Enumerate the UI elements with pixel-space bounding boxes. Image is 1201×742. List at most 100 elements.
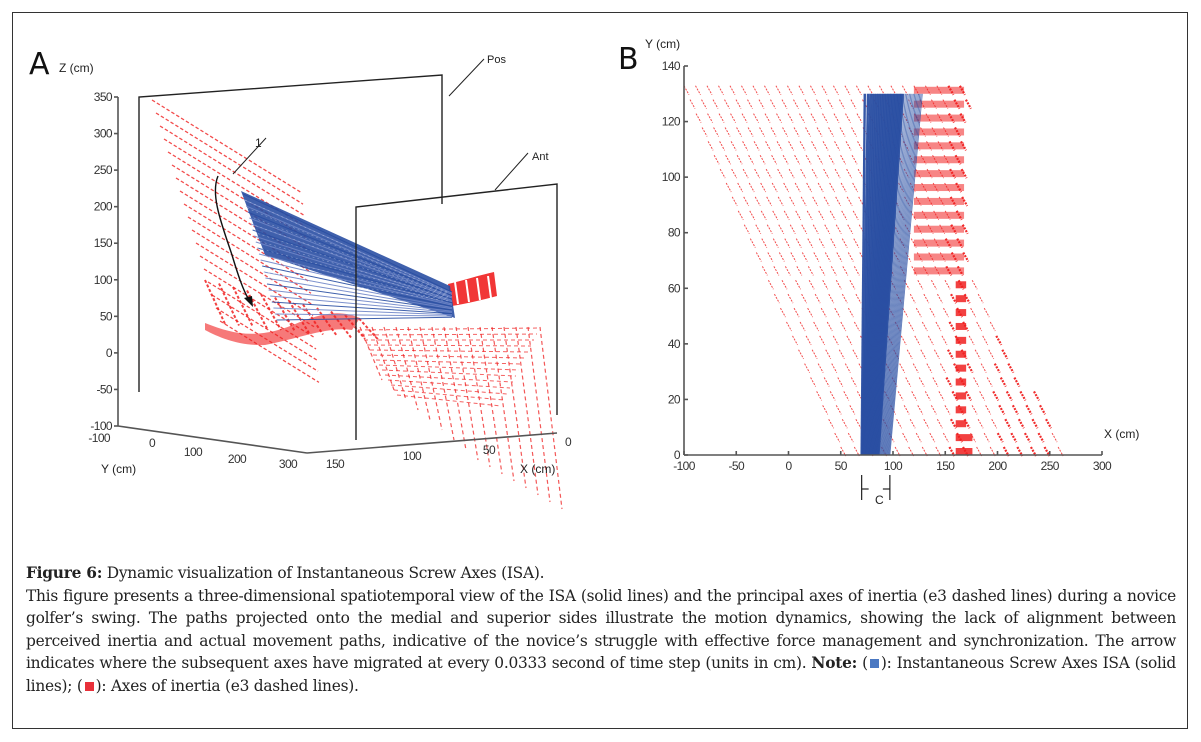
inertia-axis-dash: [841, 418, 848, 429]
legend-isa-text: ): Instantaneous Screw Axes ISA (solid l…: [26, 654, 1176, 695]
inertia-axis-dash: [811, 168, 818, 179]
inertia-axis-dash: [818, 210, 825, 221]
inertia-axis-dash: [749, 210, 756, 221]
inertia-axis-cluster: [913, 156, 965, 164]
inertia-axis-dash: [905, 377, 912, 387]
inertia-axis-dash: [828, 127, 834, 137]
inertia-axis-dash: [794, 155, 801, 165]
isa-line: [268, 289, 453, 312]
inertia-axis-dash: [736, 155, 743, 165]
panel-a-letter: A: [29, 47, 50, 82]
inertia-axis-cluster: [955, 448, 973, 455]
isa-highlight: [262, 271, 449, 302]
x-tick-label: 300: [1093, 459, 1112, 473]
inertia-axis-dash: [737, 182, 744, 193]
inertia-axis-cluster: [955, 378, 967, 386]
isa-line: [246, 205, 453, 295]
inertia-axis-dash: [783, 182, 790, 193]
inertia-axis-dash: [787, 113, 794, 123]
inertia-axis-dash: [822, 141, 829, 151]
inertia-axis-dash: [729, 85, 736, 96]
inertia-axis-dash: [950, 293, 957, 304]
inertia-axis-dash: [794, 182, 801, 193]
y-tick-label: 40: [668, 337, 681, 351]
panel-a-x-axis-label: X (cm): [520, 462, 555, 476]
inertia-axis-dash: [840, 182, 847, 193]
inertia-axis-dash: [933, 349, 940, 359]
inertia-axis-dash: [826, 321, 833, 332]
inertia-axis-cluster: [955, 322, 967, 330]
inertia-axis-dash: [847, 224, 854, 234]
y-tick-label: 20: [668, 392, 681, 406]
inertia-axis-dash: [853, 321, 860, 332]
inertia-axis-dash: [786, 321, 792, 332]
inertia-axis-dash: [731, 168, 738, 179]
inertia-axis-dash: [793, 307, 800, 318]
caption-title-text: Dynamic visualization of Instantaneous S…: [102, 564, 545, 582]
inertia-axis-dash: [910, 238, 917, 248]
inertia-axis-dash: [845, 141, 852, 151]
inertia-axis-dash: [798, 349, 804, 359]
caption-note-label: Note:: [811, 654, 858, 672]
isa-line: [274, 313, 453, 317]
inertia-axis-dash: [853, 238, 860, 248]
inertia-axis-dash: [1051, 432, 1058, 443]
inertia-cluster-right: [448, 272, 497, 306]
inertia-axis-dash: [741, 85, 747, 96]
inertia-axis-line: [155, 112, 304, 205]
inertia-axis-dash: [1057, 446, 1064, 457]
inertia-axis-dash: [847, 252, 854, 262]
inertia-axis-dash: [937, 293, 943, 304]
inertia-axis-dash: [829, 182, 836, 193]
inertia-axis-dash: [773, 293, 780, 304]
inertia-legend-swatch: [84, 681, 94, 691]
inertia-axis-dash: [754, 196, 761, 207]
inertia-axis-dash: [852, 182, 859, 193]
inertia-axis-dash: [755, 224, 762, 234]
inertia-axis-dash: [832, 335, 839, 346]
inertia-axis-dash: [899, 363, 906, 373]
inertia-axis-dash: [819, 266, 826, 276]
inertia-axis-dash: [852, 210, 859, 221]
inertia-axis-dash: [730, 141, 737, 151]
inertia-axis-dash: [787, 85, 793, 96]
inertia-axis-cluster: [913, 128, 965, 136]
inertia-axis-line: [396, 394, 502, 407]
inertia-axis-dash: [707, 141, 714, 151]
inertia-axis-dash: [980, 363, 987, 373]
inertia-axis-dash: [935, 446, 942, 457]
y-tick-label: 140: [662, 59, 681, 73]
panel-a-planes: [138, 58, 558, 440]
inertia-axis-dash: [858, 196, 865, 207]
isa-line: [265, 277, 453, 310]
inertia-axis-dash: [867, 85, 874, 96]
panel-a: A Z (cm) 350300250200150100500-50-100-10…: [29, 47, 573, 510]
inertia-axis-line: [191, 229, 313, 305]
inertia-axis-dash: [917, 280, 924, 290]
isa-line: [889, 93, 923, 456]
inertia-axis-dash: [818, 238, 825, 248]
isa-line: [888, 93, 922, 456]
inertia-axis-dash: [812, 196, 819, 207]
inertia-axis-dash: [741, 113, 748, 123]
inertia-axis-dash: [828, 418, 835, 429]
inertia-axis-dash: [701, 127, 708, 137]
inertia-axis-dash: [1013, 377, 1021, 388]
inertia-axis-dash: [1025, 404, 1033, 415]
inertia-axis-dash: [787, 293, 794, 304]
panel-a-y-axis-label: Y (cm): [101, 462, 136, 476]
inertia-axis-dash: [846, 196, 853, 207]
inertia-axis-dash: [915, 432, 922, 443]
x-axis-line: [306, 432, 558, 454]
inertia-axis-dash: [830, 238, 837, 248]
inertia-axis-dash: [968, 335, 975, 346]
inertia-axis-dash: [986, 377, 993, 387]
inertia-axis-dash: [1033, 390, 1040, 401]
inertia-axis-dash: [775, 85, 782, 96]
inertia-axis-dash: [816, 391, 823, 401]
inertia-axis-dash: [737, 210, 744, 221]
inertia-axis-dash: [759, 127, 765, 137]
inertia-axis-dash: [719, 168, 726, 179]
inertia-axis-dash: [725, 155, 732, 165]
inertia-axis-dash: [800, 196, 807, 207]
